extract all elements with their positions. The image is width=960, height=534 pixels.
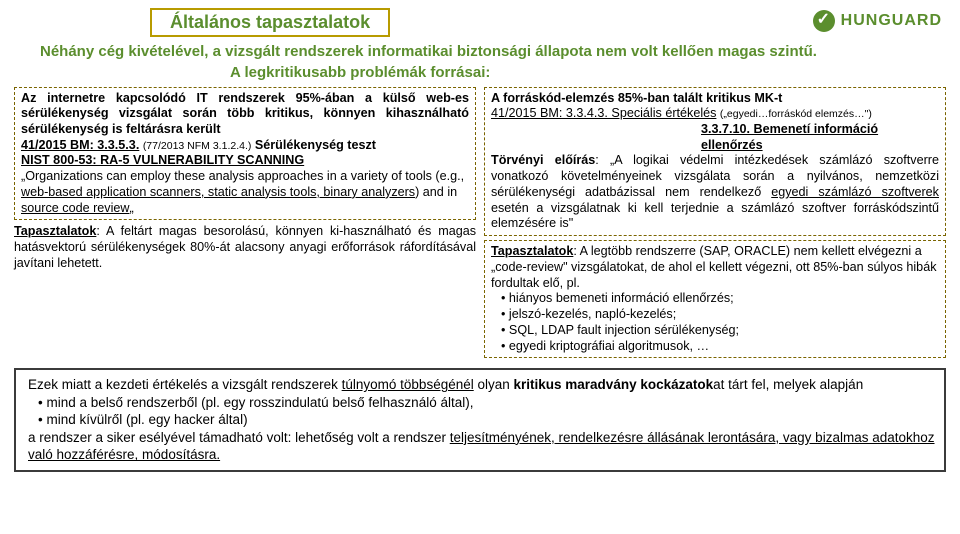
left-ref-b: (77/2013 NFM 3.1.2.4.) bbox=[143, 140, 252, 152]
right-bullets: hiányos bemeneti információ ellenőrzés; … bbox=[491, 291, 939, 354]
right-box2: Tapasztalatok: A legtöbb rendszerre (SAP… bbox=[484, 240, 946, 358]
brand-logo: HUNGUARD bbox=[813, 10, 942, 32]
footer-b2: mind kívülről (pl. egy hacker által) bbox=[38, 411, 936, 429]
footer-b1: mind a belső rendszerből (pl. egy rosszi… bbox=[38, 394, 936, 412]
f1a: Ezek miatt a kezdeti értékelés a vizsgál… bbox=[28, 377, 342, 392]
f1b: olyan bbox=[474, 377, 514, 392]
subtitle-line2: A legkritikusabb problémák forrásai: bbox=[230, 64, 920, 83]
footer-p2: a rendszer a siker esélyével támadható v… bbox=[28, 429, 936, 464]
left-column: Az internetre kapcsolódó IT rendszerek 9… bbox=[14, 87, 476, 363]
footer-p1: Ezek miatt a kezdeti értékelés a vizsgál… bbox=[28, 376, 936, 394]
right-ref-c: 3.3.7.10. Bemenetí információ ellenőrzés bbox=[701, 122, 939, 153]
right-ref-b: („egyedi…forráskód elemzés…") bbox=[720, 108, 872, 120]
right-p1-pre: Tapasztalatok bbox=[491, 244, 573, 258]
left-ref-a: 41/2015 BM: 3.3.5.3. bbox=[21, 138, 139, 152]
right-b2: jelszó-kezelés, napló-kezelés; bbox=[501, 307, 939, 323]
left-nist: NIST 800-53: RA-5 VULNERABILITY SCANNING bbox=[21, 153, 469, 169]
footer-box: Ezek miatt a kezdeti értékelés a vizsgál… bbox=[14, 368, 946, 472]
left-ref-c: Sérülékenység teszt bbox=[255, 138, 376, 152]
right-law: Törvényi előírás: „A logikai védelmi int… bbox=[491, 153, 939, 232]
left-ref: 41/2015 BM: 3.3.5.3. (77/2013 NFM 3.1.2.… bbox=[21, 138, 469, 154]
right-ref-a: 41/2015 BM: 3.3.4.3. Speciális értékelés bbox=[491, 106, 716, 120]
right-b1: hiányos bemeneti információ ellenőrzés; bbox=[501, 291, 939, 307]
f1c: at tárt fel, melyek alapján bbox=[713, 377, 863, 392]
footer-bullets: mind a belső rendszerből (pl. egy rosszi… bbox=[28, 394, 936, 429]
right-box1: A forráskód-elemzés 85%-ban talált kriti… bbox=[484, 87, 946, 237]
right-b4: egyedi kriptográfiai algoritmusok, … bbox=[501, 339, 939, 355]
left-quote: „Organizations can employ these analysis… bbox=[21, 169, 469, 216]
subtitle-line1: Néhány cég kivételével, a vizsgált rends… bbox=[40, 43, 920, 62]
title-part1: Általános bbox=[170, 12, 251, 32]
title-box: Általános tapasztalatok bbox=[150, 8, 390, 37]
brand-text: HUNGUARD bbox=[841, 12, 942, 30]
right-column: A forráskód-elemzés 85%-ban talált kriti… bbox=[484, 87, 946, 363]
right-b3: SQL, LDAP fault injection sérülékenység; bbox=[501, 323, 939, 339]
f1bold: kritikus maradvány kockázatok bbox=[514, 377, 714, 392]
title-part2: tapasztalatok bbox=[256, 12, 370, 32]
right-title: A forráskód-elemzés 85%-ban talált kriti… bbox=[491, 91, 939, 107]
right-ref: 41/2015 BM: 3.3.4.3. Speciális értékelés… bbox=[491, 106, 939, 122]
f2a: a rendszer a siker esélyével támadható v… bbox=[28, 430, 450, 445]
left-box: Az internetre kapcsolódó IT rendszerek 9… bbox=[14, 87, 476, 221]
columns: Az internetre kapcsolódó IT rendszerek 9… bbox=[0, 83, 960, 363]
right-p1: Tapasztalatok: A legtöbb rendszerre (SAP… bbox=[491, 244, 939, 291]
check-icon bbox=[813, 10, 835, 32]
f1u: túlnyomó többségénél bbox=[342, 377, 474, 392]
left-p1: Az internetre kapcsolódó IT rendszerek 9… bbox=[21, 91, 469, 138]
left-p2: Tapasztalatok: A feltárt magas besorolás… bbox=[14, 224, 476, 271]
